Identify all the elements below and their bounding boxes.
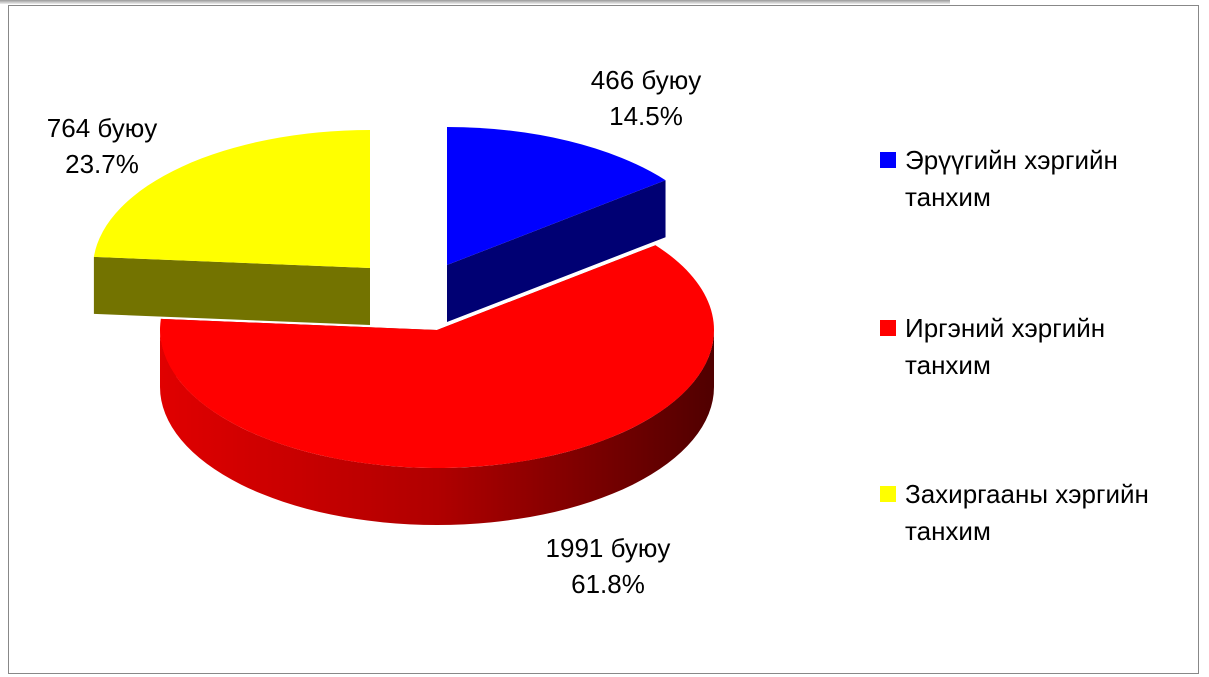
legend-label: Захиргааны хэргийн танхим	[905, 479, 1149, 546]
data-label: 764 буюу 23.7%	[46, 113, 158, 179]
slice-top	[93, 130, 371, 268]
pie-slice	[159, 245, 714, 525]
slice-side-wall	[447, 180, 666, 322]
legend-swatch	[880, 152, 896, 168]
pie-slice	[93, 130, 371, 325]
data-label: 466 буюу 14.5%	[590, 65, 702, 131]
pie-slice	[447, 127, 666, 322]
slice-side-wall	[93, 256, 371, 325]
slice-top	[447, 127, 666, 265]
legend-swatch	[880, 320, 896, 336]
chart-frame	[8, 5, 1199, 674]
slice-top	[159, 245, 714, 469]
data-label: 1991 буюу 61.8%	[545, 533, 671, 599]
slice-outer-wall	[160, 330, 714, 525]
frame-shadow	[0, 0, 950, 4]
legend-label: Эрүүгийн хэргийн танхим	[905, 145, 1118, 212]
legend-swatch	[880, 486, 896, 502]
legend-label: Иргэний хэргийн танхим	[905, 313, 1106, 380]
